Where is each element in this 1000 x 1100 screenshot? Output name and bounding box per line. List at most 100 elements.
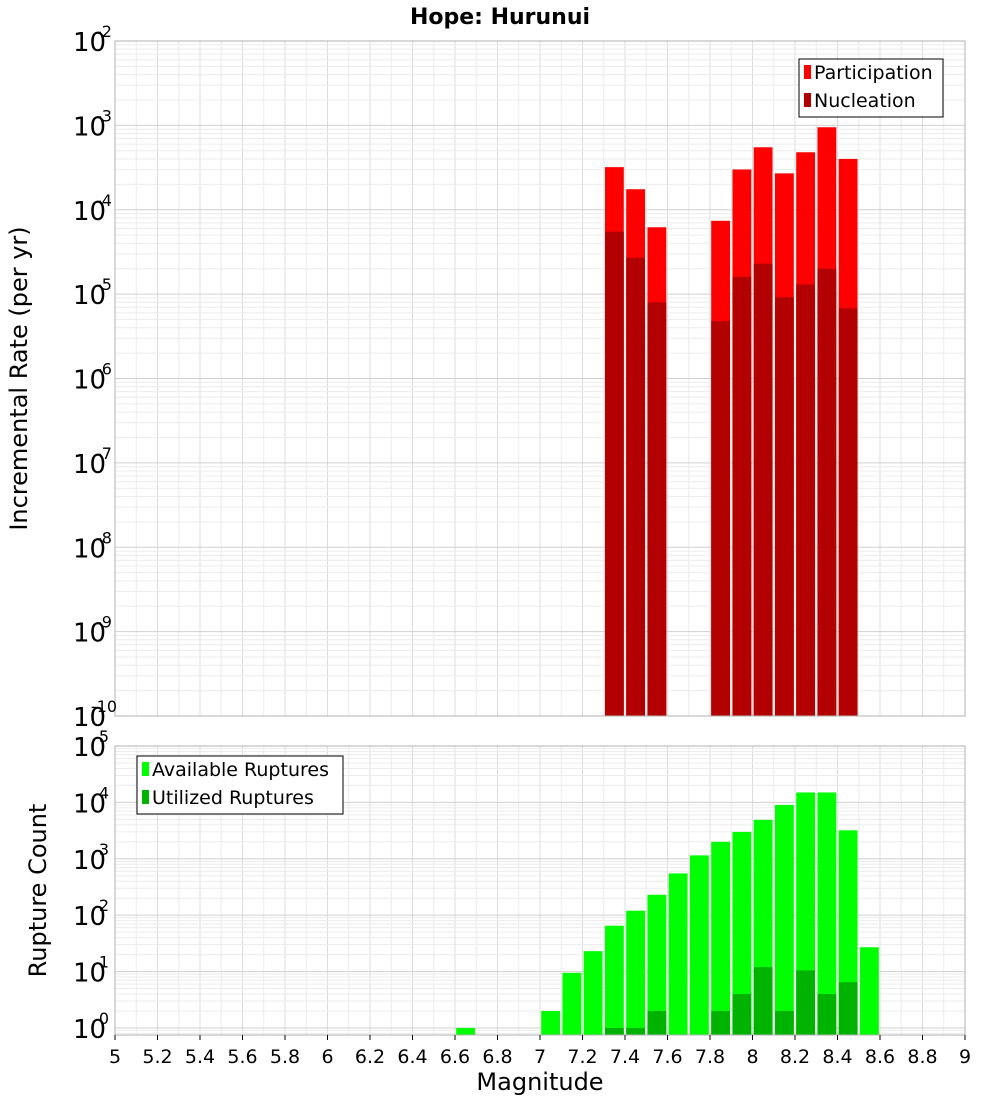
bar-available-ruptures	[668, 873, 688, 1035]
y-tick-exponent: -8	[96, 528, 112, 547]
bar-available-ruptures	[774, 804, 794, 1035]
y-tick-label: 10	[73, 197, 106, 227]
legend-swatch	[804, 93, 811, 107]
bar-nucleation	[796, 284, 816, 716]
y-tick-label: 10	[73, 703, 106, 733]
y-tick-label: 10	[73, 902, 106, 932]
x-tick-label: 6.4	[397, 1046, 427, 1068]
x-tick-label: 5.4	[185, 1046, 215, 1068]
bar-utilized-ruptures	[753, 967, 773, 1035]
y-tick-label: 10	[73, 1015, 106, 1045]
x-tick-label: 7.2	[567, 1046, 597, 1068]
bar-utilized-ruptures	[626, 1027, 646, 1035]
bar-available-ruptures	[583, 951, 603, 1035]
legend: Participation Nucleation	[798, 58, 944, 118]
y-tick-label: 10	[73, 281, 106, 311]
y-tick-exponent: 2	[99, 896, 109, 915]
bar-available-ruptures	[711, 841, 731, 1035]
legend-label: Nucleation	[814, 90, 916, 112]
y-tick-exponent: -6	[96, 360, 112, 379]
y-tick-label: 10	[73, 366, 106, 396]
y-tick-exponent: -9	[96, 613, 112, 632]
y-tick-exponent: -5	[96, 275, 112, 294]
bar-nucleation	[774, 297, 794, 716]
y-tick-label: 10	[73, 28, 106, 58]
y-tick-label: 10	[73, 733, 106, 763]
y-tick-label: 10	[73, 959, 106, 989]
x-tick-label: 8	[746, 1046, 758, 1068]
bar-nucleation	[753, 263, 773, 716]
bar-available-ruptures	[817, 792, 837, 1035]
bar-utilized-ruptures	[817, 994, 837, 1035]
x-tick-label: 6.2	[355, 1046, 385, 1068]
bar-nucleation	[817, 268, 837, 716]
legend-swatch	[142, 790, 149, 804]
bar-available-ruptures	[604, 925, 624, 1035]
chart-title: Hope: Hurunui	[410, 5, 590, 30]
bar-nucleation	[711, 321, 731, 716]
legend-swatch	[804, 65, 811, 79]
x-axis-label: Magnitude	[476, 1068, 603, 1096]
bar-available-ruptures	[541, 1010, 561, 1035]
y-tick-label: 10	[73, 789, 106, 819]
y-tick-exponent: 3	[99, 840, 109, 859]
legend-box	[136, 755, 344, 815]
bar-available-ruptures	[689, 855, 709, 1035]
bar-utilized-ruptures	[732, 994, 752, 1035]
legend-label: Participation	[814, 62, 933, 84]
y-tick-exponent: 1	[99, 953, 109, 972]
x-tick-label: 7.6	[652, 1046, 682, 1068]
x-tick-label: 5.6	[227, 1046, 257, 1068]
bar-nucleation	[647, 302, 667, 716]
y-tick-label: 10	[73, 534, 106, 564]
y-tick-exponent: -10	[91, 697, 117, 716]
legend-label: Utilized Ruptures	[152, 787, 314, 809]
y-tick-exponent: -3	[96, 106, 112, 125]
bar-utilized-ruptures	[604, 1027, 624, 1035]
y-tick-exponent: -7	[96, 444, 112, 463]
y-axis-label: Rupture Count	[24, 804, 52, 978]
x-tick-label: 8.2	[780, 1046, 810, 1068]
bar-available-ruptures	[626, 910, 646, 1035]
x-tick-label: 8.8	[907, 1046, 937, 1068]
y-tick-exponent: 0	[99, 1009, 109, 1028]
bar-nucleation	[604, 231, 624, 716]
bar-available-ruptures	[647, 894, 667, 1035]
y-tick-exponent: 4	[99, 783, 109, 802]
bar-nucleation	[732, 276, 752, 716]
y-tick-exponent: 5	[99, 727, 109, 746]
bar-nucleation	[838, 308, 858, 716]
x-tick-label: 6.6	[440, 1046, 470, 1068]
x-tick-label: 9	[959, 1046, 971, 1068]
legend-box	[798, 58, 944, 118]
x-tick-label: 7.4	[610, 1046, 640, 1068]
bar-utilized-ruptures	[838, 982, 858, 1035]
bar-available-ruptures	[456, 1027, 476, 1035]
y-tick-label: 10	[73, 846, 106, 876]
legend-swatch	[142, 762, 149, 776]
y-tick-label: 10	[73, 112, 106, 142]
top-panel: 10-210-310-410-510-610-710-810-910-10Inc…	[5, 22, 966, 733]
bar-utilized-ruptures	[711, 1010, 731, 1035]
y-tick-label: 10	[73, 450, 106, 480]
x-tick-label: 5	[109, 1046, 121, 1068]
legend: Available Ruptures Utilized Ruptures	[136, 755, 344, 815]
bar-utilized-ruptures	[647, 1010, 667, 1035]
y-tick-exponent: -4	[96, 191, 112, 210]
x-tick-label: 7	[534, 1046, 546, 1068]
x-tick-label: 6.8	[482, 1046, 512, 1068]
x-tick-label: 5.2	[142, 1046, 172, 1068]
bar-available-ruptures	[562, 972, 582, 1035]
bar-available-ruptures	[859, 947, 879, 1035]
bar-utilized-ruptures	[774, 1010, 794, 1035]
bar-nucleation	[626, 257, 646, 716]
x-tick-label: 6	[321, 1046, 333, 1068]
plot-frame	[114, 40, 966, 717]
y-tick-exponent: -2	[96, 22, 112, 41]
x-tick-label: 8.6	[865, 1046, 895, 1068]
legend-label: Available Ruptures	[152, 759, 329, 781]
x-tick-label: 5.8	[270, 1046, 300, 1068]
x-tick-label: 8.4	[822, 1046, 852, 1068]
